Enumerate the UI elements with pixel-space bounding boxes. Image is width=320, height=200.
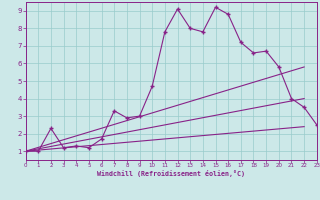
X-axis label: Windchill (Refroidissement éolien,°C): Windchill (Refroidissement éolien,°C) (97, 170, 245, 177)
